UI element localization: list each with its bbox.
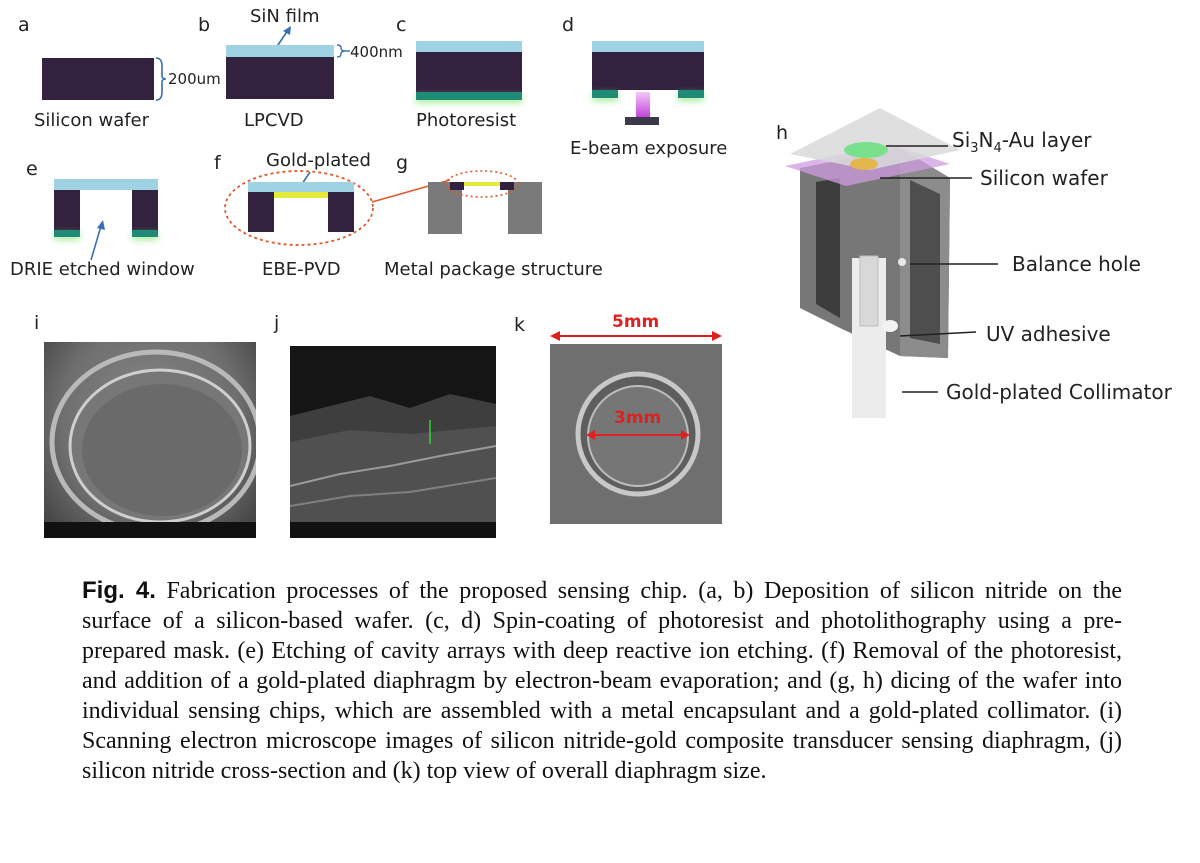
thickness-bracket-400nm: [336, 44, 350, 58]
sin-layer-e: [54, 179, 158, 190]
wafer-left-f: [248, 192, 274, 232]
highlight-ellipse-f: [224, 170, 374, 246]
sem-image-k: [550, 344, 722, 524]
si3n4-sub-3: 3: [970, 141, 979, 156]
photoresist-right-d: [678, 90, 704, 98]
panel-c-letter: c: [396, 14, 407, 36]
sin-film-label: SiN film: [250, 6, 320, 27]
panel-f-letter: f: [214, 152, 221, 174]
panel-d-letter: d: [562, 14, 575, 36]
panel-a-label: Silicon wafer: [34, 110, 150, 131]
panel-e-label: DRIE etched window: [10, 259, 195, 280]
measure-5mm-arrow: [550, 331, 722, 341]
photoresist-layer-c: [416, 92, 522, 100]
wafer-block-d: [592, 52, 704, 90]
si3n4-part-n: N: [978, 128, 994, 152]
e-beam-source: [625, 117, 659, 125]
thickness-bracket-200um: [155, 57, 167, 101]
sem-crosssection-j: [290, 394, 496, 522]
diaphragm-g: [464, 182, 500, 186]
photoresist-right-e: [132, 230, 158, 237]
measure-3mm-label: 3mm: [614, 408, 662, 428]
silicon-wafer-label-h: Silicon wafer: [980, 166, 1108, 190]
dim-label-400nm: 400nm: [350, 43, 403, 61]
sem-scalebar-j: [290, 522, 496, 538]
sin-layer-f: [248, 182, 354, 192]
sem-image-i: [44, 342, 256, 538]
panel-j-letter: j: [274, 312, 280, 334]
e-beam-glow: [636, 92, 650, 118]
si3n4-part-au: -Au layer: [1001, 128, 1092, 152]
wafer-left-e: [54, 190, 80, 230]
measure-5mm-label: 5mm: [612, 312, 660, 332]
caption-text: Fabrication processes of the proposed se…: [82, 578, 1123, 784]
photoresist-left-d: [592, 90, 618, 98]
panel-d-label: E-beam exposure: [570, 138, 728, 159]
metal-package-left: [428, 182, 462, 234]
gold-plated-label: Gold-plated: [266, 150, 371, 171]
sem-image-j: [290, 346, 496, 538]
panel-f-label: EBE-PVD: [262, 259, 341, 280]
wafer-right-f: [328, 192, 354, 232]
wafer-block-c: [416, 52, 522, 92]
panel-k-letter: k: [514, 314, 526, 336]
sin-film-layer: [226, 45, 334, 57]
uv-adhesive-label: UV adhesive: [986, 322, 1111, 346]
metal-package-right: [508, 182, 542, 234]
balance-hole-label: Balance hole: [1012, 252, 1141, 276]
si3n4-sub-4: 4: [993, 141, 1002, 156]
panel-a-letter: a: [18, 14, 30, 36]
panel-g-label: Metal package structure: [384, 259, 603, 280]
si3n4-part-si: Si: [952, 128, 971, 152]
wafer-right-e: [132, 190, 158, 230]
sin-layer-c: [416, 41, 522, 52]
window-arrow-e: [90, 220, 105, 261]
h-leader-lines: [880, 145, 998, 393]
collimator-label: Gold-plated Collimator: [946, 380, 1172, 404]
silicon-wafer-block: [42, 58, 154, 100]
panel-c-label: Photoresist: [416, 110, 517, 131]
sem-diaphragm-ring-i: [49, 349, 256, 535]
photoresist-left-e: [54, 230, 80, 237]
panel-i-letter: i: [34, 312, 40, 334]
sin-layer-d: [592, 41, 704, 52]
figure-number: Fig. 4.: [82, 577, 156, 604]
panel-e-letter: e: [26, 158, 38, 180]
panel-g-letter: g: [396, 152, 409, 174]
chip-right-g: [500, 182, 514, 190]
gold-diaphragm-f: [274, 192, 328, 198]
figure-caption: Fig. 4. Fabrication processes of the pro…: [82, 576, 1122, 786]
panel-b-letter: b: [198, 14, 211, 36]
package-3d-illustration: [785, 108, 960, 418]
measure-3mm-arrow: [586, 430, 690, 440]
dim-label-200um: 200um: [168, 70, 221, 88]
wafer-block-b: [226, 57, 334, 99]
panel-b-label: LPCVD: [244, 110, 304, 131]
si3n4-au-layer-label: Si3N4-Au layer: [952, 128, 1091, 156]
sem-scalebar-i: [44, 522, 256, 538]
panel-h-letter: h: [776, 122, 789, 144]
chip-left-g: [450, 182, 464, 190]
highlight-ellipse-g: [445, 170, 519, 198]
